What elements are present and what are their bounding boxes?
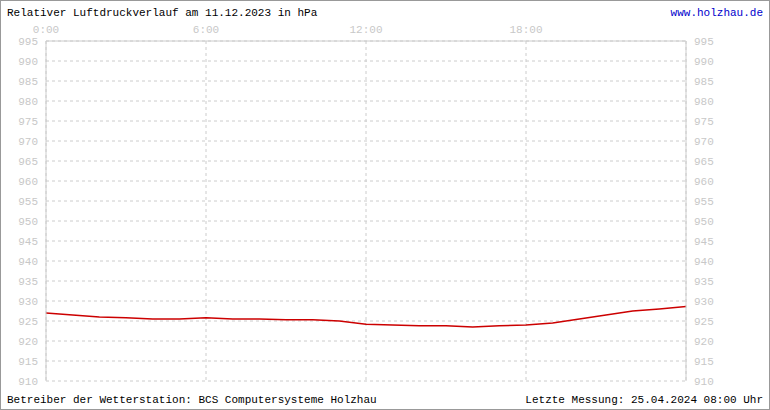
svg-text:985: 985	[18, 76, 38, 88]
svg-text:970: 970	[694, 136, 714, 148]
svg-text:995: 995	[694, 36, 714, 48]
svg-text:925: 925	[694, 316, 714, 328]
svg-text:920: 920	[18, 336, 38, 348]
svg-text:950: 950	[694, 216, 714, 228]
svg-text:980: 980	[694, 96, 714, 108]
svg-text:990: 990	[694, 56, 714, 68]
svg-text:960: 960	[694, 176, 714, 188]
svg-text:935: 935	[18, 276, 38, 288]
svg-text:960: 960	[18, 176, 38, 188]
svg-text:0:00: 0:00	[33, 24, 59, 36]
svg-text:910: 910	[694, 376, 714, 388]
svg-text:935: 935	[694, 276, 714, 288]
svg-text:970: 970	[18, 136, 38, 148]
html-text:Relativer Luftdruckverlauf am: Relativer Luftdruckverlauf am 11.12.2023…	[7, 7, 318, 19]
svg-text:950: 950	[18, 216, 38, 228]
svg-text:945: 945	[18, 236, 38, 248]
html-text:www.holzhau.de: www.holzhau.de	[670, 7, 763, 19]
svg-text:955: 955	[694, 196, 714, 208]
svg-text:975: 975	[18, 116, 38, 128]
svg-text:940: 940	[694, 256, 714, 268]
svg-text:925: 925	[18, 316, 38, 328]
svg-text:975: 975	[694, 116, 714, 128]
svg-text:6:00: 6:00	[193, 24, 219, 36]
svg-text:945: 945	[694, 236, 714, 248]
svg-text:955: 955	[18, 196, 38, 208]
svg-text:12:00: 12:00	[349, 24, 382, 36]
svg-text:18:00: 18:00	[509, 24, 542, 36]
svg-text:990: 990	[18, 56, 38, 68]
svg-text:940: 940	[18, 256, 38, 268]
svg-text:995: 995	[18, 36, 38, 48]
svg-text:910: 910	[18, 376, 38, 388]
html-text:Betreiber der Wetterstation: B: Betreiber der Wetterstation: BCS Compute…	[7, 394, 377, 406]
svg-text:920: 920	[694, 336, 714, 348]
svg-text:915: 915	[694, 356, 714, 368]
svg-text:985: 985	[694, 76, 714, 88]
svg-text:915: 915	[18, 356, 38, 368]
svg-text:930: 930	[694, 296, 714, 308]
html-text:Letzte Messung: 25.04.2024 08:: Letzte Messung: 25.04.2024 08:00 Uhr	[525, 394, 763, 406]
svg-text:930: 930	[18, 296, 38, 308]
svg-text:965: 965	[694, 156, 714, 168]
svg-text:965: 965	[18, 156, 38, 168]
svg-text:980: 980	[18, 96, 38, 108]
